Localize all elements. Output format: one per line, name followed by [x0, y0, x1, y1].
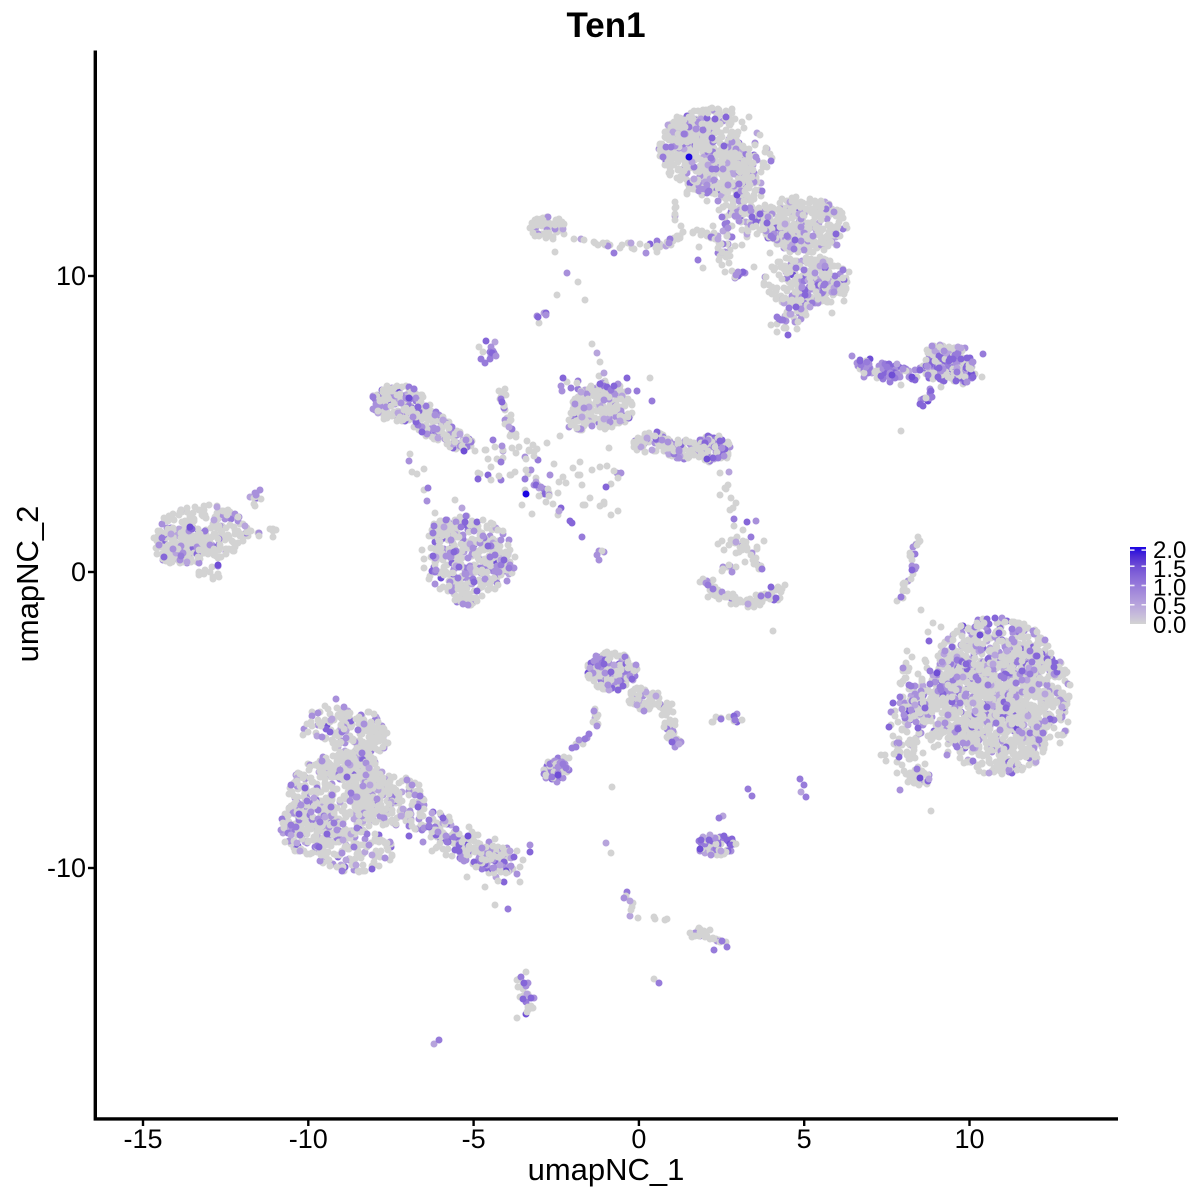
svg-text:umapNC_1: umapNC_1: [528, 1152, 685, 1187]
svg-text:10: 10: [56, 261, 86, 291]
svg-text:0.0: 0.0: [1153, 612, 1186, 639]
svg-text:Ten1: Ten1: [566, 6, 645, 45]
svg-text:0.5: 0.5: [1153, 593, 1186, 620]
svg-text:-15: -15: [123, 1124, 162, 1154]
svg-text:-10: -10: [289, 1124, 328, 1154]
svg-text:-5: -5: [462, 1124, 486, 1154]
svg-text:1.5: 1.5: [1153, 556, 1186, 583]
svg-text:-10: -10: [47, 853, 86, 883]
svg-text:0: 0: [71, 557, 86, 587]
svg-text:1.0: 1.0: [1153, 575, 1186, 602]
svg-text:umapNC_2: umapNC_2: [10, 506, 45, 663]
svg-text:2.0: 2.0: [1153, 537, 1186, 564]
svg-text:5: 5: [797, 1124, 812, 1154]
svg-text:10: 10: [954, 1124, 984, 1154]
svg-text:0: 0: [631, 1124, 646, 1154]
